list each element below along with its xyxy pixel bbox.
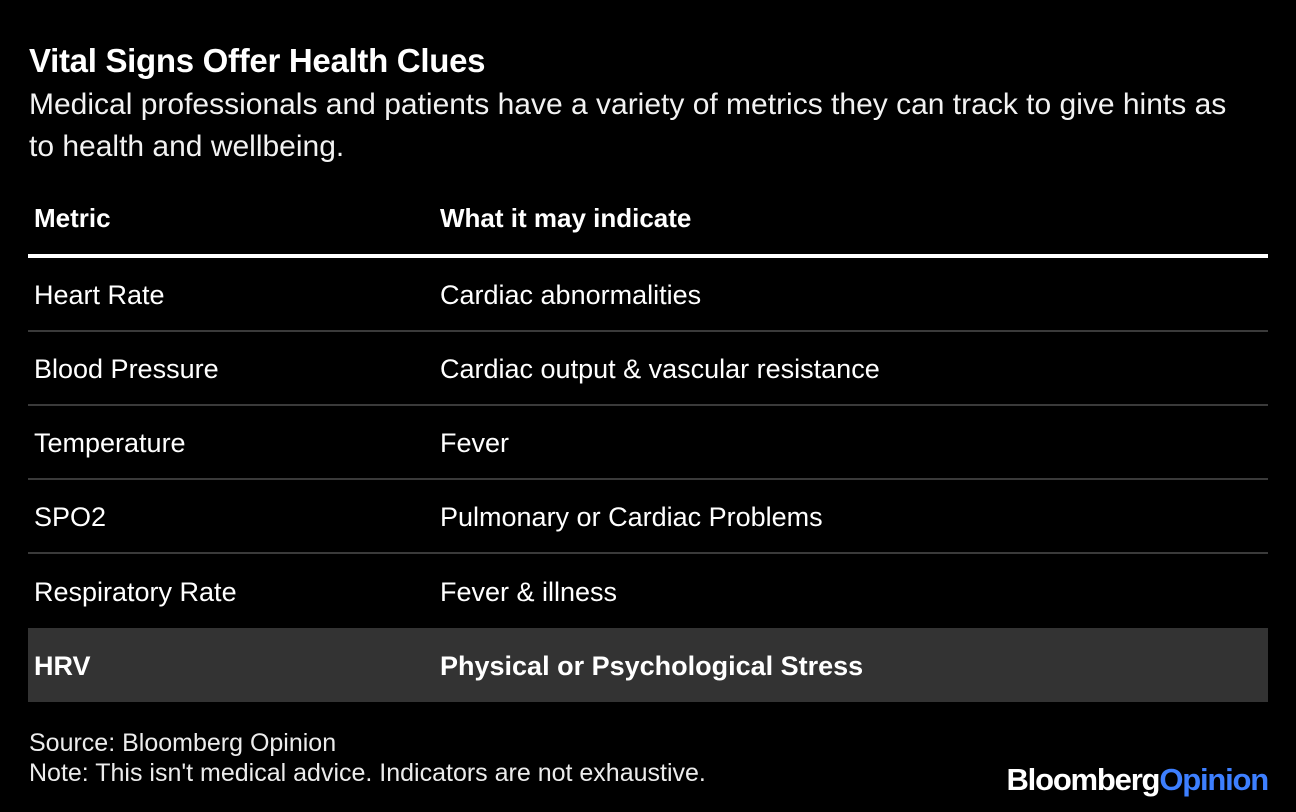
page-subtitle: Medical professionals and patients have …: [29, 88, 1227, 163]
indication-cell: Physical or Psychological Stress: [440, 650, 864, 681]
metric-cell: HRV: [34, 650, 91, 681]
table-row: SPO2 Pulmonary or Cardiac Problems: [28, 480, 1268, 554]
table-row: Blood Pressure Cardiac output & vascular…: [28, 332, 1268, 406]
logo-bloomberg-text: Bloomberg: [1006, 762, 1160, 797]
metrics-table: Metric What it may indicate Heart Rate C…: [28, 186, 1268, 702]
column-header-indication: What it may indicate: [440, 203, 692, 233]
indication-cell: Cardiac abnormalities: [440, 279, 702, 310]
indication-cell: Cardiac output & vascular resistance: [440, 353, 880, 384]
metric-cell: Blood Pressure: [34, 353, 219, 384]
disclaimer-note: Note: This isn't medical advice. Indicat…: [29, 759, 706, 787]
table-row: Respiratory Rate Fever & illness: [28, 554, 1268, 628]
bloomberg-opinion-logo: BloombergOpinion: [1006, 762, 1269, 798]
table-header: Metric What it may indicate: [28, 186, 1268, 258]
table-row: Heart Rate Cardiac abnormalities: [28, 258, 1268, 332]
metric-cell: Temperature: [34, 427, 186, 458]
indication-cell: Fever & illness: [440, 576, 618, 607]
indication-cell: Pulmonary or Cardiac Problems: [440, 501, 823, 532]
table-row-highlighted: HRV Physical or Psychological Stress: [28, 628, 1268, 702]
metric-cell: SPO2: [34, 501, 107, 532]
column-header-metric: Metric: [34, 203, 111, 233]
table-row: Temperature Fever: [28, 406, 1268, 480]
source-note: Source: Bloomberg Opinion: [29, 729, 337, 757]
metric-cell: Respiratory Rate: [34, 576, 237, 607]
page-title: Vital Signs Offer Health Clues: [29, 42, 486, 79]
metric-cell: Heart Rate: [34, 279, 165, 310]
indication-cell: Fever: [440, 427, 510, 458]
logo-opinion-text: Opinion: [1159, 762, 1269, 797]
footer-notes: Source: Bloomberg Opinion Note: This isn…: [29, 728, 706, 788]
